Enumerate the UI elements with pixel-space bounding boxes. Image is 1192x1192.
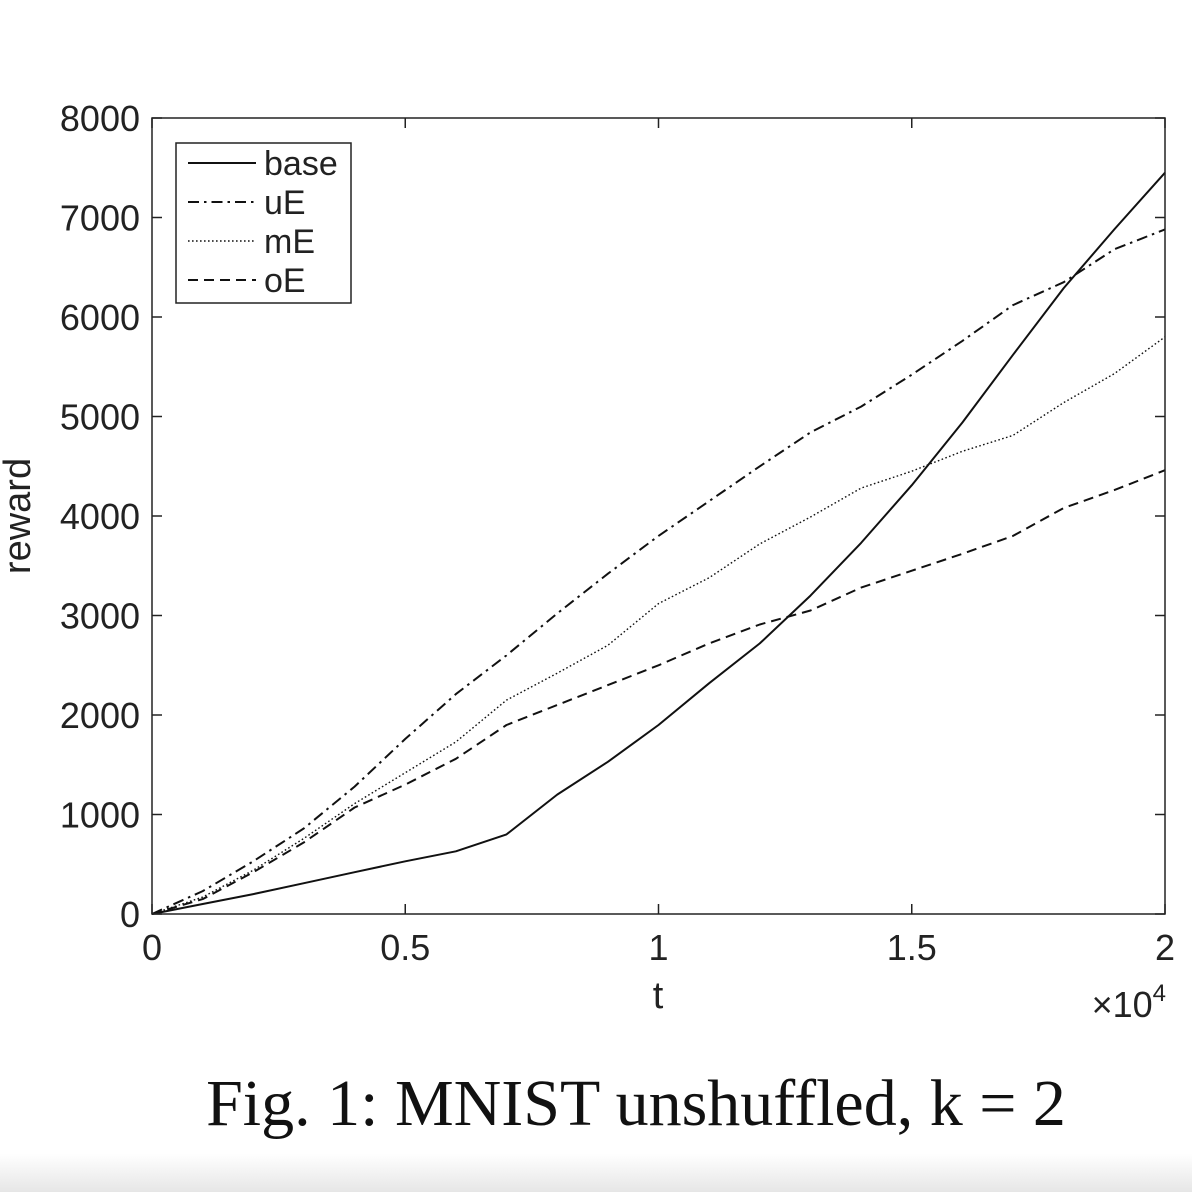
x-axis-multiplier: ×104 [1092, 980, 1166, 1025]
y-tick-label: 3000 [60, 596, 140, 637]
x-multiplier-exponent: 4 [1153, 980, 1166, 1007]
y-axis-label: reward [0, 458, 39, 574]
y-tick-label: 1000 [60, 795, 140, 836]
x-tick-label: 0 [142, 927, 162, 968]
legend-label-mE: mE [264, 223, 315, 261]
legend-box [175, 142, 352, 304]
x-tick-label: 0.5 [380, 927, 430, 968]
y-tick-label: 8000 [60, 98, 140, 139]
y-tick-label: 5000 [60, 397, 140, 438]
series-line-oE [151, 469, 1166, 915]
x-tick-label: 2 [1155, 927, 1175, 968]
series-line-uE [151, 228, 1166, 915]
x-multiplier-base: ×10 [1092, 984, 1153, 1025]
y-tick-label: 6000 [60, 297, 140, 338]
bottom-shadow [0, 1154, 1192, 1192]
x-tick-label: 1 [648, 927, 668, 968]
y-tick-label: 2000 [60, 695, 140, 736]
figure-caption: Fig. 1: MNIST unshuffled, k = 2 [206, 1067, 1066, 1140]
series-layer [151, 172, 1166, 915]
series-line-mE [151, 336, 1166, 915]
legend-label-oE: oE [264, 262, 306, 300]
y-tick-label: 4000 [60, 496, 140, 537]
legend-label-uE: uE [264, 184, 306, 222]
x-tick-label: 1.5 [887, 927, 937, 968]
legend-label-base: base [264, 145, 338, 183]
series-line-base [151, 172, 1166, 915]
axis-ticks: 0 0.5 1 1.5 2 0 1000 2000 3000 4000 5000 6000 7000 80… [60, 98, 1175, 968]
y-tick-label: 7000 [60, 198, 140, 239]
x-axis-label: t [653, 975, 664, 1017]
y-tick-label: 0 [120, 894, 140, 935]
